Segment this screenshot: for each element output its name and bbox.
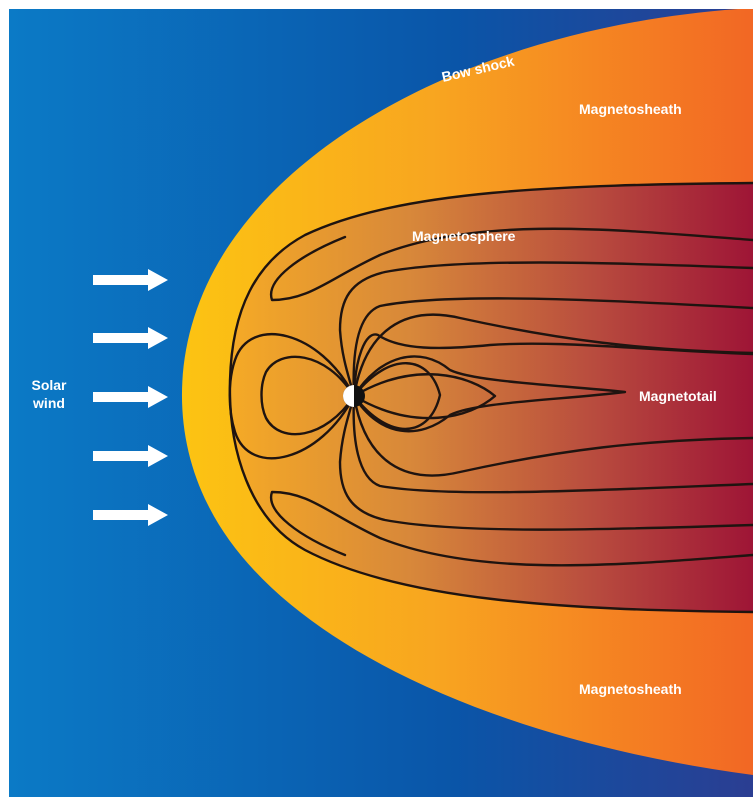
solar-wind-arrow-icon (93, 445, 168, 467)
dayside-loop-outer (228, 333, 356, 460)
field-line (338, 394, 753, 531)
field-line (338, 261, 753, 398)
dayside-loop-inner (260, 355, 356, 436)
field-line (352, 394, 753, 477)
field-line (352, 333, 753, 398)
solar-wind-arrow-icon (93, 327, 168, 349)
solar-wind-arrow-icon (93, 386, 168, 408)
field-line (269, 227, 753, 302)
solar-wind-arrow-icon (93, 269, 168, 291)
field-line (352, 297, 753, 398)
field-line (269, 490, 753, 567)
magnetotail-loop (352, 355, 627, 433)
field-line (352, 362, 442, 431)
magnetosphere-label: Magnetosphere (412, 228, 516, 244)
magnetosheath-bottom-label: Magnetosheath (579, 681, 682, 697)
earth-icon (343, 385, 365, 407)
magnetic-field-lines (228, 181, 753, 614)
magnetosheath-top-label: Magnetosheath (579, 101, 682, 117)
solar-wind-label-line1: Solar (31, 377, 67, 393)
solar-wind-label-line2: wind (32, 395, 65, 411)
magnetotail-label: Magnetotail (639, 388, 717, 404)
field-line (352, 373, 497, 420)
solar-wind-arrow-icon (93, 504, 168, 526)
field-line (352, 394, 753, 494)
solar-wind-arrows (93, 269, 168, 526)
